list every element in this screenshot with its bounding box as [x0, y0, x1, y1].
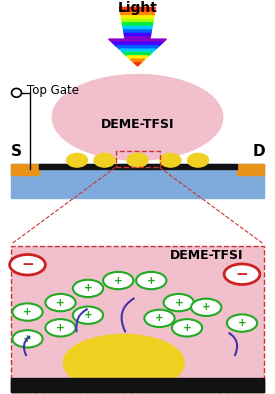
Circle shape	[136, 272, 166, 289]
Circle shape	[12, 303, 43, 321]
Text: DEME-TFSI: DEME-TFSI	[101, 118, 174, 131]
Text: D: D	[252, 144, 265, 159]
Bar	[116, 151, 160, 167]
Bar	[11, 378, 264, 392]
Ellipse shape	[188, 153, 208, 167]
Text: +: +	[202, 302, 211, 312]
Polygon shape	[109, 39, 166, 43]
Polygon shape	[123, 25, 152, 28]
Circle shape	[227, 314, 257, 332]
Circle shape	[191, 299, 221, 316]
Polygon shape	[123, 52, 152, 56]
Ellipse shape	[52, 74, 223, 160]
Text: DEME-TFSI: DEME-TFSI	[169, 249, 243, 262]
Circle shape	[12, 88, 21, 97]
FancyArrowPatch shape	[122, 299, 134, 332]
Circle shape	[45, 294, 76, 311]
Text: −: −	[236, 267, 248, 282]
Polygon shape	[122, 18, 153, 21]
Polygon shape	[134, 63, 141, 66]
Circle shape	[172, 319, 202, 336]
Text: S: S	[11, 144, 22, 159]
Bar	[11, 164, 38, 175]
Polygon shape	[130, 59, 145, 63]
Polygon shape	[116, 46, 159, 49]
Text: −: −	[21, 257, 34, 272]
Polygon shape	[127, 56, 148, 59]
Circle shape	[224, 264, 260, 284]
Circle shape	[45, 319, 76, 336]
Text: +: +	[84, 310, 92, 320]
Text: +: +	[56, 323, 65, 333]
Ellipse shape	[160, 153, 181, 167]
Polygon shape	[121, 15, 154, 18]
Text: +: +	[56, 297, 65, 308]
Text: +: +	[155, 313, 164, 323]
Polygon shape	[123, 28, 152, 32]
Circle shape	[144, 310, 175, 327]
Text: Light: Light	[118, 1, 157, 15]
Polygon shape	[120, 7, 155, 11]
Text: +: +	[23, 334, 32, 344]
Ellipse shape	[63, 335, 184, 391]
Circle shape	[73, 307, 103, 324]
Text: Top Gate: Top Gate	[27, 84, 79, 97]
Circle shape	[12, 330, 43, 348]
Circle shape	[103, 272, 133, 289]
FancyArrowPatch shape	[24, 337, 29, 355]
Text: +: +	[84, 283, 92, 294]
Text: +: +	[238, 318, 246, 328]
Bar	[236, 164, 264, 175]
Circle shape	[73, 280, 103, 297]
Polygon shape	[122, 21, 153, 25]
Bar	[11, 380, 264, 392]
Text: +: +	[114, 275, 123, 286]
Polygon shape	[120, 11, 155, 15]
Text: +: +	[183, 323, 191, 333]
Polygon shape	[112, 43, 163, 46]
Ellipse shape	[67, 153, 87, 167]
FancyArrowPatch shape	[76, 309, 87, 331]
Bar	[39, 164, 236, 169]
Circle shape	[164, 294, 194, 311]
Text: +: +	[23, 307, 32, 317]
Polygon shape	[119, 49, 156, 52]
Polygon shape	[124, 32, 151, 35]
FancyArrowPatch shape	[229, 333, 237, 355]
Ellipse shape	[94, 153, 115, 167]
Text: +: +	[174, 297, 183, 308]
Bar	[11, 164, 264, 198]
Circle shape	[10, 255, 45, 275]
Polygon shape	[125, 35, 150, 39]
Text: +: +	[147, 275, 156, 286]
Ellipse shape	[127, 153, 148, 167]
